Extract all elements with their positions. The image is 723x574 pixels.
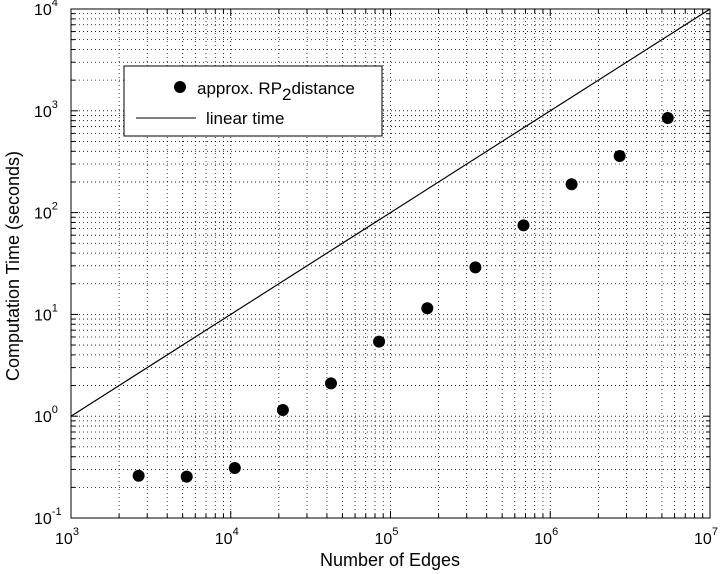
linear-time-line (71, 9, 710, 417)
data-point (276, 404, 289, 417)
data-point (517, 219, 530, 232)
legend-label-rp2: approx. RP2distance (197, 79, 355, 104)
y-tick-label: 103 (34, 99, 58, 121)
y-tick-label: 10-1 (34, 506, 62, 528)
legend-box (123, 65, 383, 137)
data-point (373, 335, 386, 348)
data-point (565, 178, 578, 191)
data-point (228, 461, 241, 474)
data-point (469, 261, 482, 274)
x-tick-label: 103 (55, 526, 79, 548)
x-tick-label: 104 (215, 526, 239, 548)
data-point (180, 470, 193, 483)
x-tick-label: 107 (694, 526, 718, 548)
data-point (661, 111, 674, 124)
y-tick-label: 102 (34, 201, 58, 223)
legend-label-linear: linear time (206, 109, 284, 128)
y-tick-label: 100 (34, 404, 58, 426)
data-point (324, 377, 337, 390)
data-point (132, 469, 145, 482)
linear-time-series (71, 9, 710, 417)
legend-marker-rp2 (174, 81, 186, 93)
y-tick-label: 101 (34, 302, 58, 324)
x-tick-label: 106 (534, 526, 558, 548)
data-point (613, 149, 626, 162)
legend: approx. RP2distance linear time (123, 65, 383, 137)
x-axis-label: Number of Edges (320, 550, 460, 570)
x-tick-label: 105 (375, 526, 399, 548)
y-tick-label: 104 (34, 0, 58, 19)
y-tick-labels: 10-1 100 101 102 103 104 (34, 0, 62, 528)
axis-ticks (71, 9, 710, 518)
x-tick-labels: 103 104 105 106 107 (55, 526, 718, 548)
y-axis-label: Computation Time (seconds) (3, 151, 23, 381)
data-point (421, 302, 434, 315)
rp2-distance-series (132, 111, 674, 483)
